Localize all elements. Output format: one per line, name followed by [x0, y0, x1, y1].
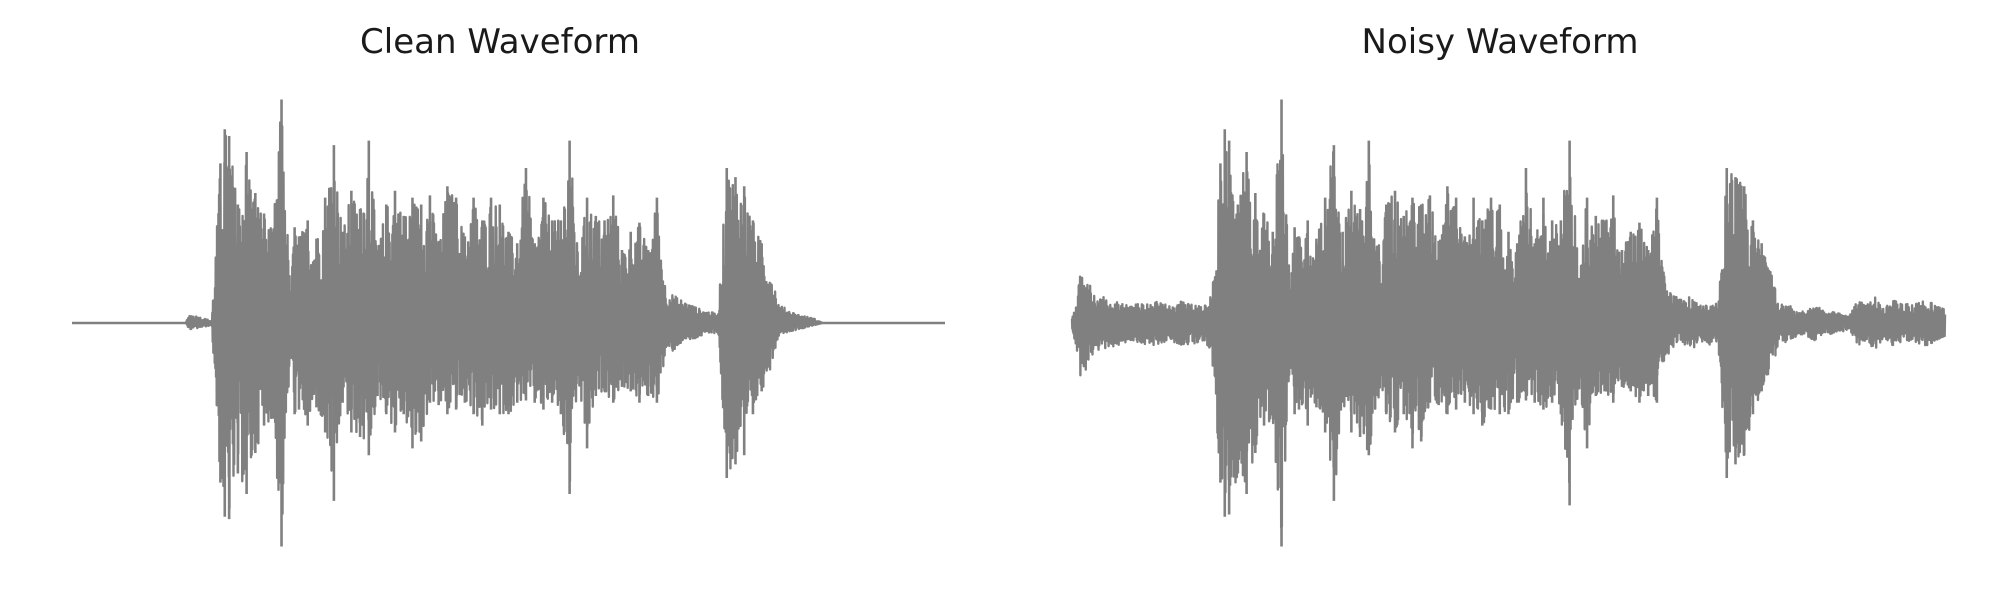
clean-waveform-plot [71, 99, 946, 547]
noisy-waveform-title: Noisy Waveform [1361, 22, 1639, 62]
clean-waveform-panel: Clean Waveform [71, 22, 946, 547]
waveform-peaks [1219, 99, 1763, 547]
noisy-waveform-panel: Noisy Waveform [1000, 0, 2000, 600]
waveform-peaks [219, 99, 763, 547]
clean-waveform-title: Clean Waveform [360, 22, 640, 62]
noisy-waveform-plot [1070, 99, 1947, 547]
